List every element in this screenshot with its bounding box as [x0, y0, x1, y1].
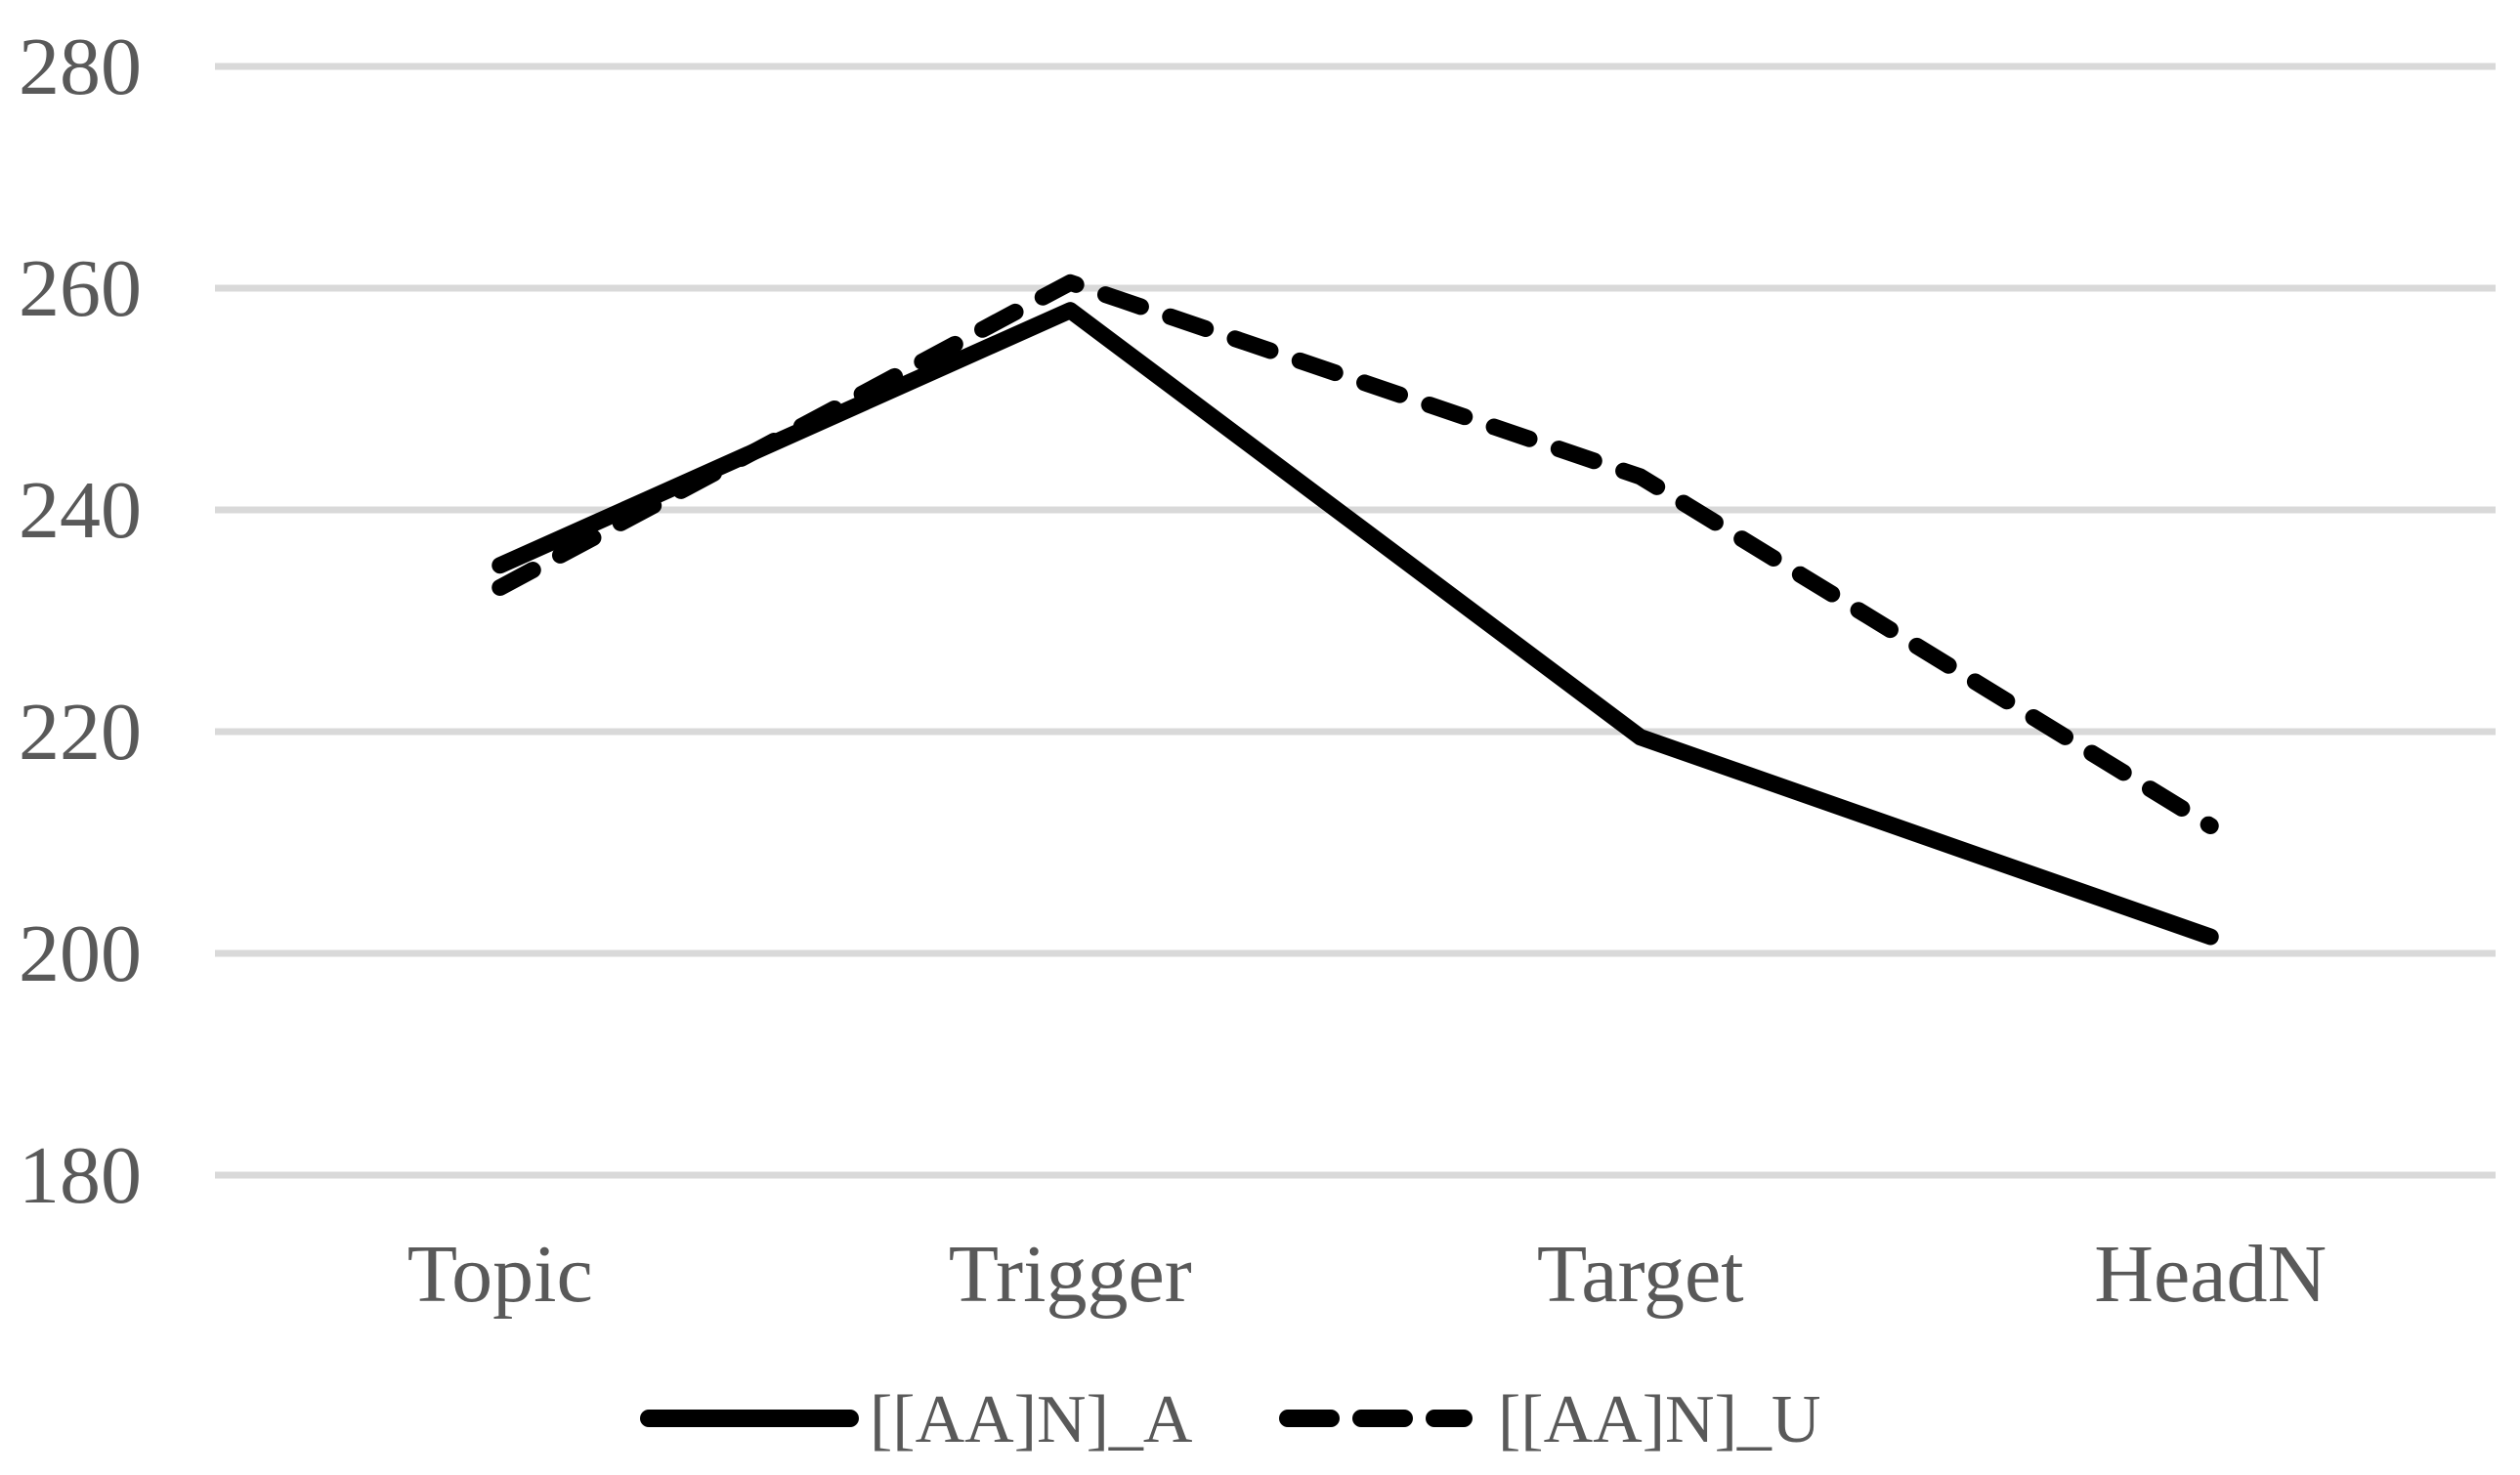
- x-axis-category-label: Target: [1537, 1229, 1744, 1320]
- legend-label-solid-series: [[AA]N]_A: [870, 1382, 1193, 1457]
- legend-label-dashed-series: [[AA]N]_U: [1498, 1382, 1820, 1457]
- y-axis-tick-label: 260: [19, 243, 142, 334]
- y-axis-tick-label: 180: [19, 1130, 142, 1221]
- x-axis-category-label: Topic: [407, 1229, 593, 1320]
- series-line-dashed: [491, 274, 2219, 834]
- y-axis-tick-label: 200: [19, 908, 142, 999]
- y-axis-tick-label: 220: [19, 687, 142, 778]
- x-axis-category-label: Trigger: [949, 1229, 1192, 1320]
- y-axis-tick-label: 280: [19, 21, 142, 112]
- y-axis-tick-label: 240: [19, 465, 142, 556]
- x-axis-category-label: HeadN: [2094, 1229, 2327, 1320]
- series-line-solid: [491, 302, 2219, 946]
